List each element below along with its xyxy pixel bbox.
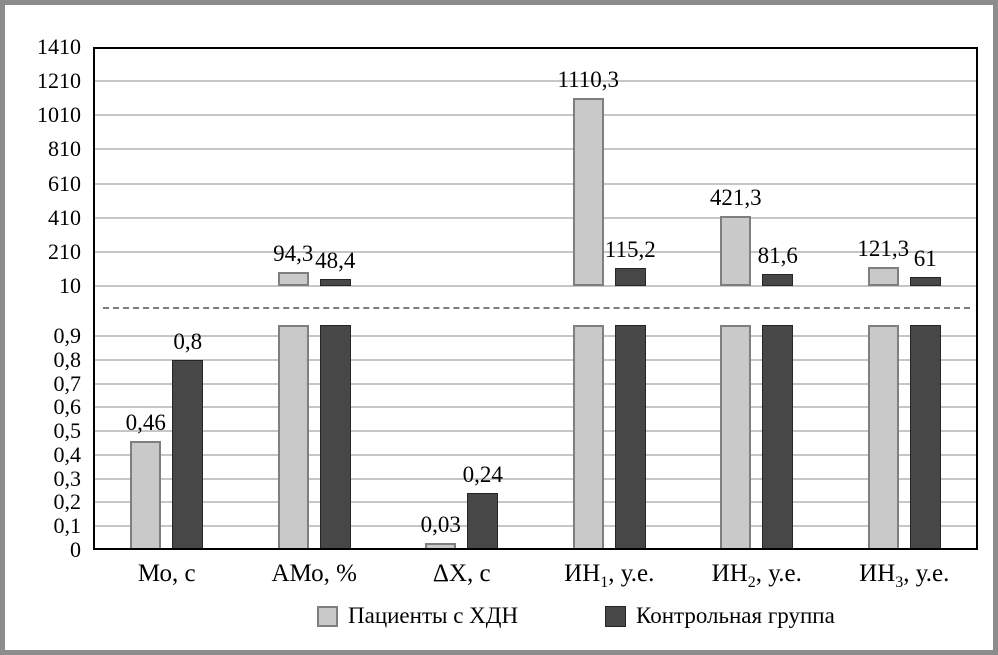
bar-control (909, 277, 941, 286)
value-label: 1110,3 (557, 67, 620, 93)
y-tick-label: 1210 (37, 68, 81, 94)
bar-patients (867, 267, 899, 286)
value-label: 48,4 (315, 248, 356, 274)
y-tick-label: 10 (59, 273, 81, 298)
gridline (93, 334, 978, 337)
y-tick-label: 610 (48, 170, 81, 196)
y-tick-label: 0,8 (53, 346, 82, 372)
value-label: 0,03 (420, 511, 461, 537)
y-tick-label: 0,4 (53, 441, 82, 467)
category-label: ИН2, у.е. (711, 560, 802, 591)
y-tick-label: 1410 (37, 34, 81, 59)
bar-control (614, 268, 646, 286)
y-tick-label: 0,7 (53, 370, 82, 396)
y-tick-label: 0,1 (53, 513, 82, 539)
gridline (93, 382, 978, 385)
gridline (93, 114, 978, 117)
category-label: ИН3, у.е. (859, 560, 950, 591)
value-label: 94,3 (273, 240, 314, 266)
y-tick-label: 0,3 (53, 465, 82, 491)
legend-label-patients: Пациенты с ХДН (348, 603, 519, 628)
axis-break-line (103, 307, 970, 309)
gridline (93, 148, 978, 151)
gridline (93, 182, 978, 185)
gridline (93, 525, 978, 528)
value-label: 0,8 (173, 328, 203, 354)
value-label: 0,24 (462, 461, 503, 487)
bar-patients (130, 440, 162, 550)
y-tick-label: 0,5 (53, 418, 82, 444)
gridline (93, 430, 978, 433)
gridline (93, 477, 978, 480)
bar-control (909, 325, 941, 550)
legend-item-control: Контрольная группа (605, 603, 835, 629)
gridline (93, 285, 978, 287)
category-label: ИН1, у.е. (564, 560, 655, 591)
y-tick-label: 1010 (37, 102, 81, 128)
bar-control (614, 325, 646, 550)
bar-control (319, 325, 351, 550)
y-tick-label: 0,2 (53, 489, 82, 515)
value-label: 121,3 (857, 235, 910, 261)
bar-patients (867, 325, 899, 550)
value-label: 81,6 (757, 242, 798, 268)
bar-control (319, 279, 351, 286)
bar-control (762, 273, 794, 286)
value-label: 0,46 (125, 409, 166, 435)
category-label: ΔХ, с (432, 560, 491, 587)
gridline (93, 250, 978, 253)
y-tick-label: 0,9 (53, 322, 82, 348)
upper-panel: 94,3 1110,3 421,3 121,3 48,4 115,2 81,6 61 (93, 47, 978, 286)
gridline (93, 501, 978, 504)
bar-control (172, 359, 204, 550)
value-label: 421,3 (709, 184, 762, 210)
gridline (93, 80, 978, 83)
bar-control (467, 492, 499, 550)
value-label: 61 (913, 246, 937, 272)
category-label: Мо, с (137, 560, 196, 587)
gridline (93, 406, 978, 409)
bar-patients (425, 542, 457, 550)
gridline (93, 216, 978, 219)
legend-swatch-patients (317, 605, 338, 627)
category-label: АМо, % (271, 560, 358, 587)
value-label: 115,2 (604, 237, 656, 263)
bar-patients (277, 325, 309, 550)
bar-patients (720, 325, 752, 550)
gridline (93, 358, 978, 361)
bar-patients (572, 98, 604, 286)
legend-item-patients: Пациенты с ХДН (317, 603, 518, 629)
y-tick-label: 410 (48, 204, 81, 230)
bar-patients (572, 325, 604, 550)
bar-patients (720, 215, 752, 286)
gridline (93, 453, 978, 456)
y-tick-label: 210 (48, 238, 81, 264)
legend-swatch-control (605, 605, 626, 627)
bar-patients (277, 271, 309, 286)
y-tick-label: 0,6 (53, 394, 82, 420)
lower-panel: 0,46 0,03 0,8 0,24 (93, 325, 978, 550)
legend-label-control: Контрольная группа (636, 603, 835, 628)
y-tick-label: 810 (48, 136, 81, 162)
bar-control (762, 325, 794, 550)
y-tick-label: 0 (70, 537, 81, 562)
